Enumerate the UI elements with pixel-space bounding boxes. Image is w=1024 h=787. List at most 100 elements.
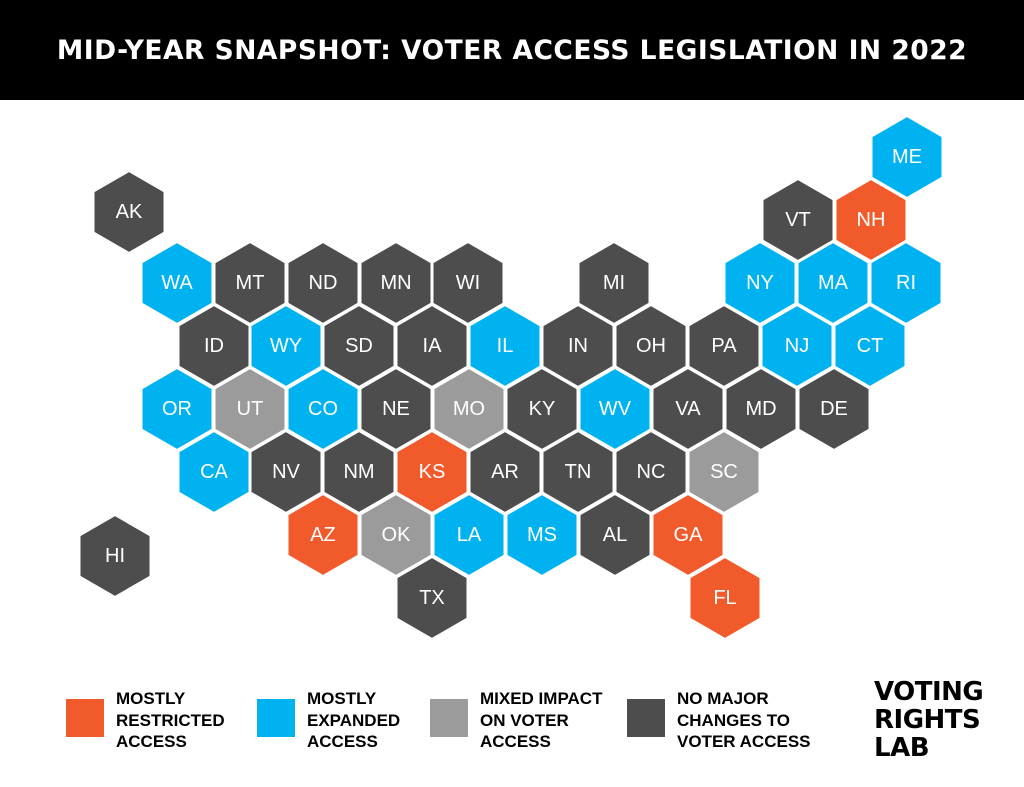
state-hex-az: AZ [286,492,360,578]
state-hex-nh: NH [834,177,908,263]
state-hex-shape [213,366,287,452]
state-hex-ga: GA [651,492,725,578]
legend-label-line: MIXED IMPACT [480,689,603,708]
state-hex-shape [870,114,944,200]
legend-swatch [257,699,295,737]
state-hex-wv: WV [578,366,652,452]
state-label: FL [713,587,736,609]
state-hex-nm: NM [322,429,396,515]
legend-label: MOSTLY EXPANDED ACCESS [307,688,457,753]
state-label: IL [497,335,514,357]
state-hex-shape [797,366,871,452]
state-label: SC [710,461,738,483]
state-hex-fl: FL [688,555,762,641]
legend-label-line: ACCESS [116,732,187,751]
state-label: OK [382,524,412,546]
state-hex-ky: KY [505,366,579,452]
state-hex-shape [796,240,870,326]
state-hex-shape [322,303,396,389]
state-label: MA [818,272,849,294]
page-title: MID-YEAR SNAPSHOT: VOTER ACCESS LEGISLAT… [56,34,968,66]
state-hex-nj: NJ [760,303,834,389]
state-hex-shape [286,492,360,578]
state-hex-la: LA [432,492,506,578]
state-hex-shape [468,303,542,389]
legend-label-line: MOSTLY [307,689,377,708]
state-hex-shape [724,366,798,452]
state-hex-il: IL [468,303,542,389]
state-hex-shape [359,366,433,452]
state-hex-ia: IA [395,303,469,389]
state-label: IA [423,335,443,357]
state-label: WI [456,272,480,294]
legend-label: MIXED IMPACT ON VOTER ACCESS [480,688,630,753]
legend-label-line: ACCESS [307,732,378,751]
state-label: OH [636,335,666,357]
state-hex-ok: OK [359,492,433,578]
state-hex-wi: WI [431,240,505,326]
state-hex-shape [541,303,615,389]
legend-item-mixed: MIXED IMPACT ON VOTER ACCESS [430,688,630,753]
state-hex-shape [688,555,762,641]
state-label: MI [603,272,625,294]
state-label: NJ [785,335,809,357]
state-label: VT [785,209,811,231]
state-hex-va: VA [651,366,725,452]
state-hex-ma: MA [796,240,870,326]
state-label: KY [529,398,556,420]
state-hex-shape [687,429,761,515]
legend-item-restricted: MOSTLY RESTRICTED ACCESS [66,688,266,753]
state-hex-shape [869,240,943,326]
state-label: WY [270,335,302,357]
legend-label-line: VOTER ACCESS [677,732,811,751]
state-hex-or: OR [140,366,214,452]
legend-label: NO MAJOR CHANGES TO VOTER ACCESS [677,688,827,753]
legend-item-none: NO MAJOR CHANGES TO VOTER ACCESS [627,688,827,753]
state-label: PA [711,335,737,357]
state-hex-ut: UT [213,366,287,452]
state-hex-ne: NE [359,366,433,452]
state-hex-shape [395,303,469,389]
state-hex-shape [833,303,907,389]
state-label: CT [857,335,884,357]
state-hex-shape [92,169,166,255]
state-label: OR [162,398,192,420]
state-hex-mo: MO [432,366,506,452]
state-hex-shape [578,492,652,578]
state-hex-ar: AR [468,429,542,515]
legend-label-line: MOSTLY [116,689,186,708]
state-hex-shape [468,429,542,515]
state-label: ID [204,335,224,357]
state-hex-shape [760,303,834,389]
state-label: CA [200,461,228,483]
state-label: MN [380,272,411,294]
state-hex-shape [651,492,725,578]
state-hex-wy: WY [249,303,323,389]
state-label: AK [116,201,143,223]
state-hex-hi: HI [78,513,152,599]
state-label: IN [568,335,588,357]
legend-item-expanded: MOSTLY EXPANDED ACCESS [257,688,457,753]
state-label: RI [896,272,916,294]
state-label: WV [599,398,632,420]
legend-label-line: ACCESS [480,732,551,751]
state-label: MO [453,398,485,420]
state-hex-ks: KS [395,429,469,515]
state-hex-shape [249,303,323,389]
state-label: UT [237,398,264,420]
state-label: AL [603,524,627,546]
state-hex-md: MD [724,366,798,452]
state-hex-shape [578,366,652,452]
state-hex-oh: OH [614,303,688,389]
state-label: TX [419,587,445,609]
state-hex-shape [687,303,761,389]
state-hex-de: DE [797,366,871,452]
state-hex-shape [432,492,506,578]
state-hex-shape [359,492,433,578]
state-label: AZ [310,524,336,546]
state-hex-shape [723,240,797,326]
state-hex-shape [213,240,287,326]
state-hex-vt: VT [761,177,835,263]
state-label: GA [674,524,704,546]
state-label: MS [527,524,557,546]
